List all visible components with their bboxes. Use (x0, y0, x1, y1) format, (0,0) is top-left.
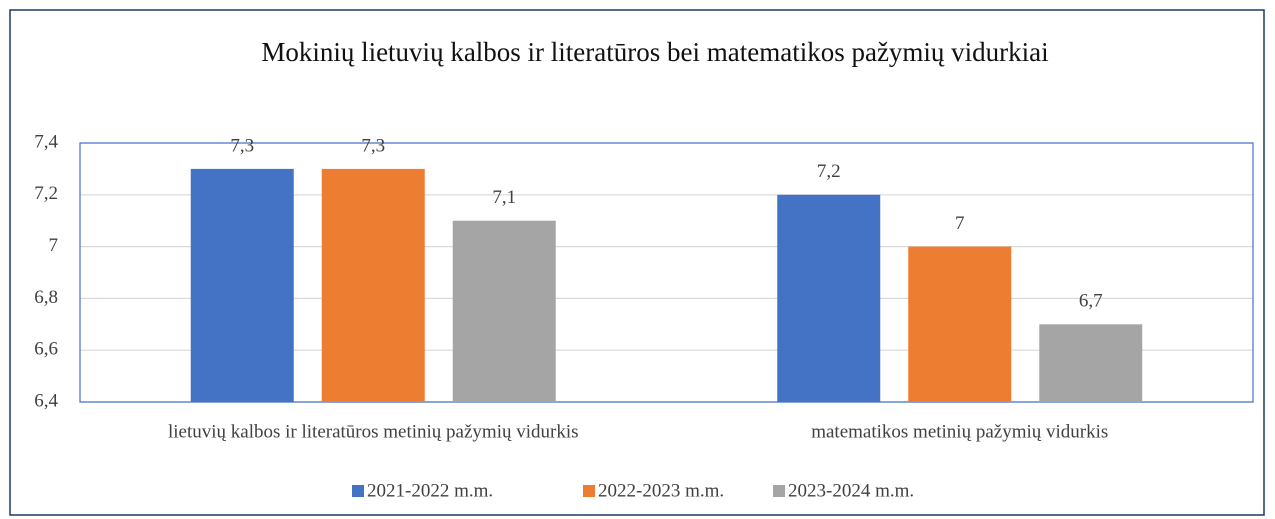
bar (777, 194, 881, 402)
bar (321, 168, 425, 402)
data-label: 6,7 (1079, 291, 1103, 312)
x-tick-label: lietuvių kalbos ir literatūros metinių p… (168, 421, 579, 442)
y-tick-label: 6,4 (34, 390, 58, 411)
bar (908, 246, 1012, 402)
bar (452, 220, 556, 402)
legend-label: 2021-2022 m.m. (367, 480, 493, 501)
bar (1039, 324, 1143, 402)
bar (190, 168, 294, 402)
data-label: 7,3 (230, 135, 254, 156)
legend-swatch (352, 485, 364, 497)
y-tick-label: 7,4 (34, 131, 58, 152)
data-label: 7,1 (492, 187, 516, 208)
data-label: 7,2 (817, 161, 841, 182)
legend-swatch (773, 485, 785, 497)
chart-title: Mokinių lietuvių kalbos ir literatūros b… (261, 37, 1048, 67)
legend-swatch (583, 485, 595, 497)
y-tick-label: 7 (49, 235, 59, 256)
x-tick-label: matematikos metinių pažymių vidurkis (811, 421, 1108, 442)
y-tick-label: 7,2 (34, 183, 58, 204)
y-tick-label: 6,6 (34, 339, 58, 360)
legend-label: 2023-2024 m.m. (788, 480, 914, 501)
plot-border (79, 142, 1254, 403)
legend-label: 2022-2023 m.m. (598, 480, 724, 501)
data-label: 7 (955, 213, 965, 234)
data-label: 7,3 (361, 135, 385, 156)
y-tick-label: 6,8 (34, 287, 58, 308)
